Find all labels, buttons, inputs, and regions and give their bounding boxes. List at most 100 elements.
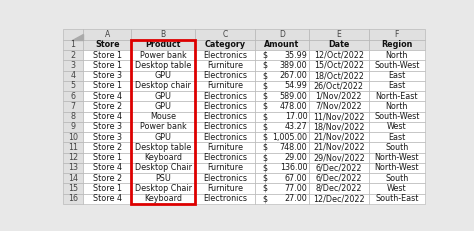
Bar (255, 142, 309, 152)
Bar (83, 194, 131, 204)
Bar (83, 152, 131, 163)
Text: South-East: South-East (375, 194, 419, 203)
Bar (309, 112, 369, 122)
Text: 15: 15 (68, 184, 78, 193)
Bar (195, 122, 255, 132)
Text: $: $ (262, 122, 267, 131)
Bar (83, 30, 131, 40)
Bar (309, 122, 369, 132)
Text: Electronics: Electronics (203, 92, 247, 101)
Text: Power bank: Power bank (140, 51, 187, 60)
Bar (131, 81, 195, 91)
Text: 35.99: 35.99 (284, 51, 308, 60)
Text: North: North (385, 102, 408, 111)
Text: Store 2: Store 2 (93, 143, 122, 152)
Text: South: South (385, 143, 409, 152)
Text: 12/Dec/2022: 12/Dec/2022 (313, 194, 365, 203)
Text: GPU: GPU (155, 102, 172, 111)
Bar (195, 30, 255, 40)
Text: 6: 6 (71, 92, 75, 101)
Text: PSU: PSU (155, 174, 171, 183)
Text: South-West: South-West (374, 112, 419, 121)
Bar (131, 132, 195, 142)
Text: West: West (387, 184, 407, 193)
Bar (195, 40, 255, 50)
Text: Electronics: Electronics (203, 122, 247, 131)
Bar (369, 60, 425, 70)
Text: Furniture: Furniture (207, 163, 243, 172)
Text: 748.00: 748.00 (280, 143, 308, 152)
Text: F: F (394, 30, 399, 39)
Bar (83, 163, 131, 173)
Bar (309, 163, 369, 173)
Bar (83, 40, 131, 50)
Bar (63, 70, 83, 81)
Bar (195, 81, 255, 91)
Bar (63, 81, 83, 91)
Bar (255, 163, 309, 173)
Text: Electronics: Electronics (203, 71, 247, 80)
Bar (195, 60, 255, 70)
Text: 10: 10 (68, 133, 78, 142)
Text: $: $ (262, 163, 267, 172)
Bar (255, 81, 309, 91)
Text: A: A (105, 30, 110, 39)
Bar (195, 132, 255, 142)
Text: 7/Nov/2022: 7/Nov/2022 (316, 102, 362, 111)
Text: 15/Oct/2022: 15/Oct/2022 (314, 61, 364, 70)
Text: $: $ (262, 81, 267, 90)
Text: $: $ (262, 174, 267, 183)
Bar (63, 152, 83, 163)
Text: Electronics: Electronics (203, 194, 247, 203)
Text: $: $ (262, 194, 267, 203)
Text: West: West (387, 122, 407, 131)
Text: Category: Category (204, 40, 246, 49)
Text: Store 4: Store 4 (93, 163, 122, 172)
Text: Region: Region (381, 40, 412, 49)
Text: Amount: Amount (264, 40, 300, 49)
Bar (83, 50, 131, 60)
Text: 11/Nov/2022: 11/Nov/2022 (313, 112, 365, 121)
Text: 389.00: 389.00 (280, 61, 308, 70)
Text: Product: Product (146, 40, 181, 49)
Bar (309, 142, 369, 152)
Bar (369, 40, 425, 50)
Bar (309, 70, 369, 81)
Text: 21/Nov/2022: 21/Nov/2022 (313, 133, 365, 142)
Text: Store 4: Store 4 (93, 112, 122, 121)
Text: Furniture: Furniture (207, 61, 243, 70)
Text: C: C (222, 30, 228, 39)
Text: $: $ (262, 143, 267, 152)
Text: 1/Nov/2022: 1/Nov/2022 (316, 92, 362, 101)
Text: Store 1: Store 1 (93, 81, 122, 90)
Bar (195, 194, 255, 204)
Bar (131, 40, 195, 204)
Bar (255, 50, 309, 60)
Bar (131, 142, 195, 152)
Bar (255, 70, 309, 81)
Text: 6/Dec/2022: 6/Dec/2022 (316, 174, 362, 183)
Text: 77.00: 77.00 (285, 184, 308, 193)
Bar (63, 40, 83, 50)
Text: 13: 13 (68, 163, 78, 172)
Text: Furniture: Furniture (207, 143, 243, 152)
Text: Store 1: Store 1 (93, 184, 122, 193)
Text: 136.00: 136.00 (280, 163, 308, 172)
Bar (131, 173, 195, 183)
Text: 26/Oct/2022: 26/Oct/2022 (314, 81, 364, 90)
Bar (309, 132, 369, 142)
Bar (369, 122, 425, 132)
Text: 6/Dec/2022: 6/Dec/2022 (316, 163, 362, 172)
Text: D: D (279, 30, 285, 39)
Bar (195, 163, 255, 173)
Bar (131, 91, 195, 101)
Text: Electronics: Electronics (203, 51, 247, 60)
Text: Desktop table: Desktop table (135, 143, 191, 152)
Text: 5: 5 (71, 81, 75, 90)
Text: Store 2: Store 2 (93, 174, 122, 183)
Bar (255, 132, 309, 142)
Bar (131, 60, 195, 70)
Bar (369, 183, 425, 194)
Text: $: $ (262, 153, 267, 162)
Bar (255, 122, 309, 132)
